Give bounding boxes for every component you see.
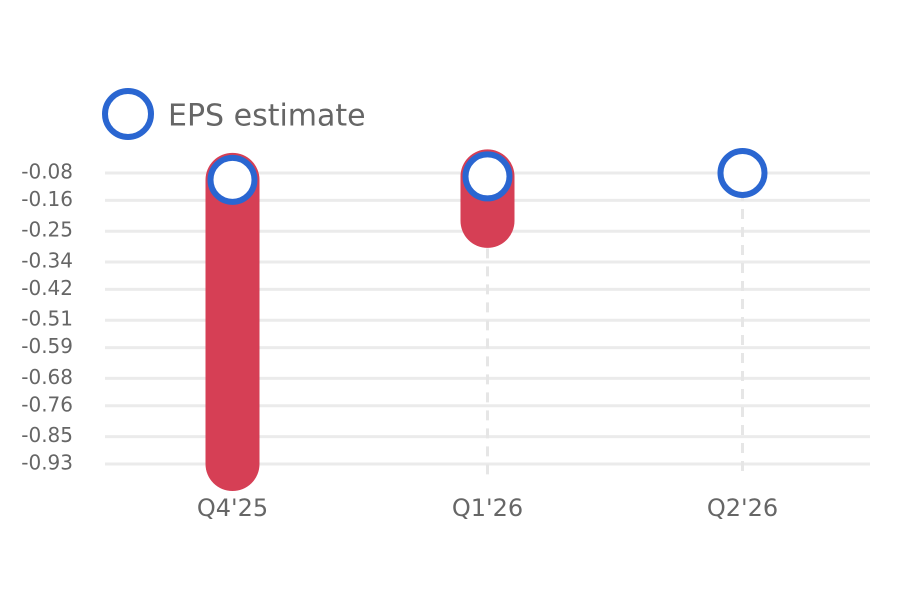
y-tick-label: -0.68 <box>21 365 73 389</box>
y-tick-label: -0.59 <box>21 334 73 358</box>
y-tick-label: -0.85 <box>21 423 73 447</box>
y-tick-label: -0.34 <box>21 249 73 273</box>
y-tick-label: -0.25 <box>21 218 73 242</box>
y-tick-label: -0.51 <box>21 307 73 331</box>
estimate-marker <box>462 151 513 202</box>
estimate-marker <box>207 154 258 205</box>
y-tick-label: -0.08 <box>21 159 73 183</box>
y-tick-label: -0.93 <box>21 451 73 475</box>
y-tick-label: -0.76 <box>21 392 73 416</box>
x-tick-label: Q2'26 <box>707 494 778 522</box>
y-tick-label: -0.42 <box>21 276 73 300</box>
x-tick-label: Q1'26 <box>452 494 523 522</box>
legend-label: EPS estimate <box>168 99 366 134</box>
x-tick-label: Q4'25 <box>197 494 268 522</box>
legend-marker <box>102 88 154 140</box>
estimate-marker <box>717 147 768 198</box>
y-tick-label: -0.16 <box>21 187 73 211</box>
